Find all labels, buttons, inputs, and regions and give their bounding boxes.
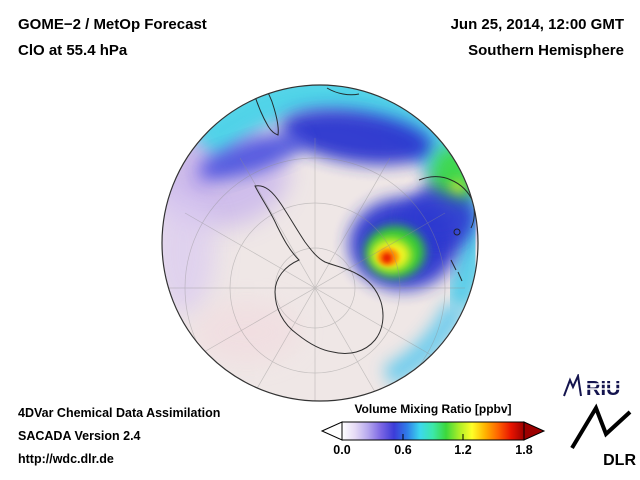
hemisphere-map-svg [161,84,479,402]
version-label: SACADA Version 2.4 [18,429,141,443]
colorbar-tick-labels: 0.0 0.6 1.2 1.8 [318,443,548,459]
wdc-url: http://wdc.dlr.de [18,452,114,466]
tick-label-3: 1.8 [515,443,533,457]
graticule [165,138,465,401]
colorbar: Volume Mixing Ratio [ppbv] 0.0 0.6 1.2 1… [318,402,548,459]
assimilation-label: 4DVar Chemical Data Assimilation [18,406,221,420]
dlr-logo-text: DLR [603,452,636,469]
riu-logo: RIU [560,372,636,402]
dlr-logo-icon [570,403,632,450]
dlr-logo: DLR [568,402,638,470]
globe-outline [161,84,479,402]
colorbar-title: Volume Mixing Ratio [ppbv] [354,402,512,416]
instrument-title: GOME−2 / MetOp Forecast [18,16,207,33]
colorbar-arrow-right [523,421,546,441]
attribution-block: 4DVar Chemical Data Assimilation SACADA … [18,402,220,471]
clo-field-layer [162,85,478,387]
colorbar-scale [320,421,546,441]
tick-label-2: 1.2 [454,443,472,457]
hemisphere-map [157,80,483,406]
figure-title-block: GOME−2 / MetOp Forecast ClO at 55.4 hPa [18,12,207,64]
colorbar-tickmarks [402,434,464,440]
hemisphere-label: Southern Hemisphere [468,42,624,59]
figure-meta-block: Jun 25, 2014, 12:00 GMT Southern Hemisph… [451,12,624,64]
tick-label-1: 0.6 [394,443,412,457]
tick-label-0: 0.0 [333,443,351,457]
species-level-label: ClO at 55.4 hPa [18,42,128,59]
colorbar-arrow-left [320,421,343,441]
riu-peak-icon [563,372,582,397]
datetime-label: Jun 25, 2014, 12:00 GMT [450,16,624,33]
colorbar-gradient [341,421,525,441]
